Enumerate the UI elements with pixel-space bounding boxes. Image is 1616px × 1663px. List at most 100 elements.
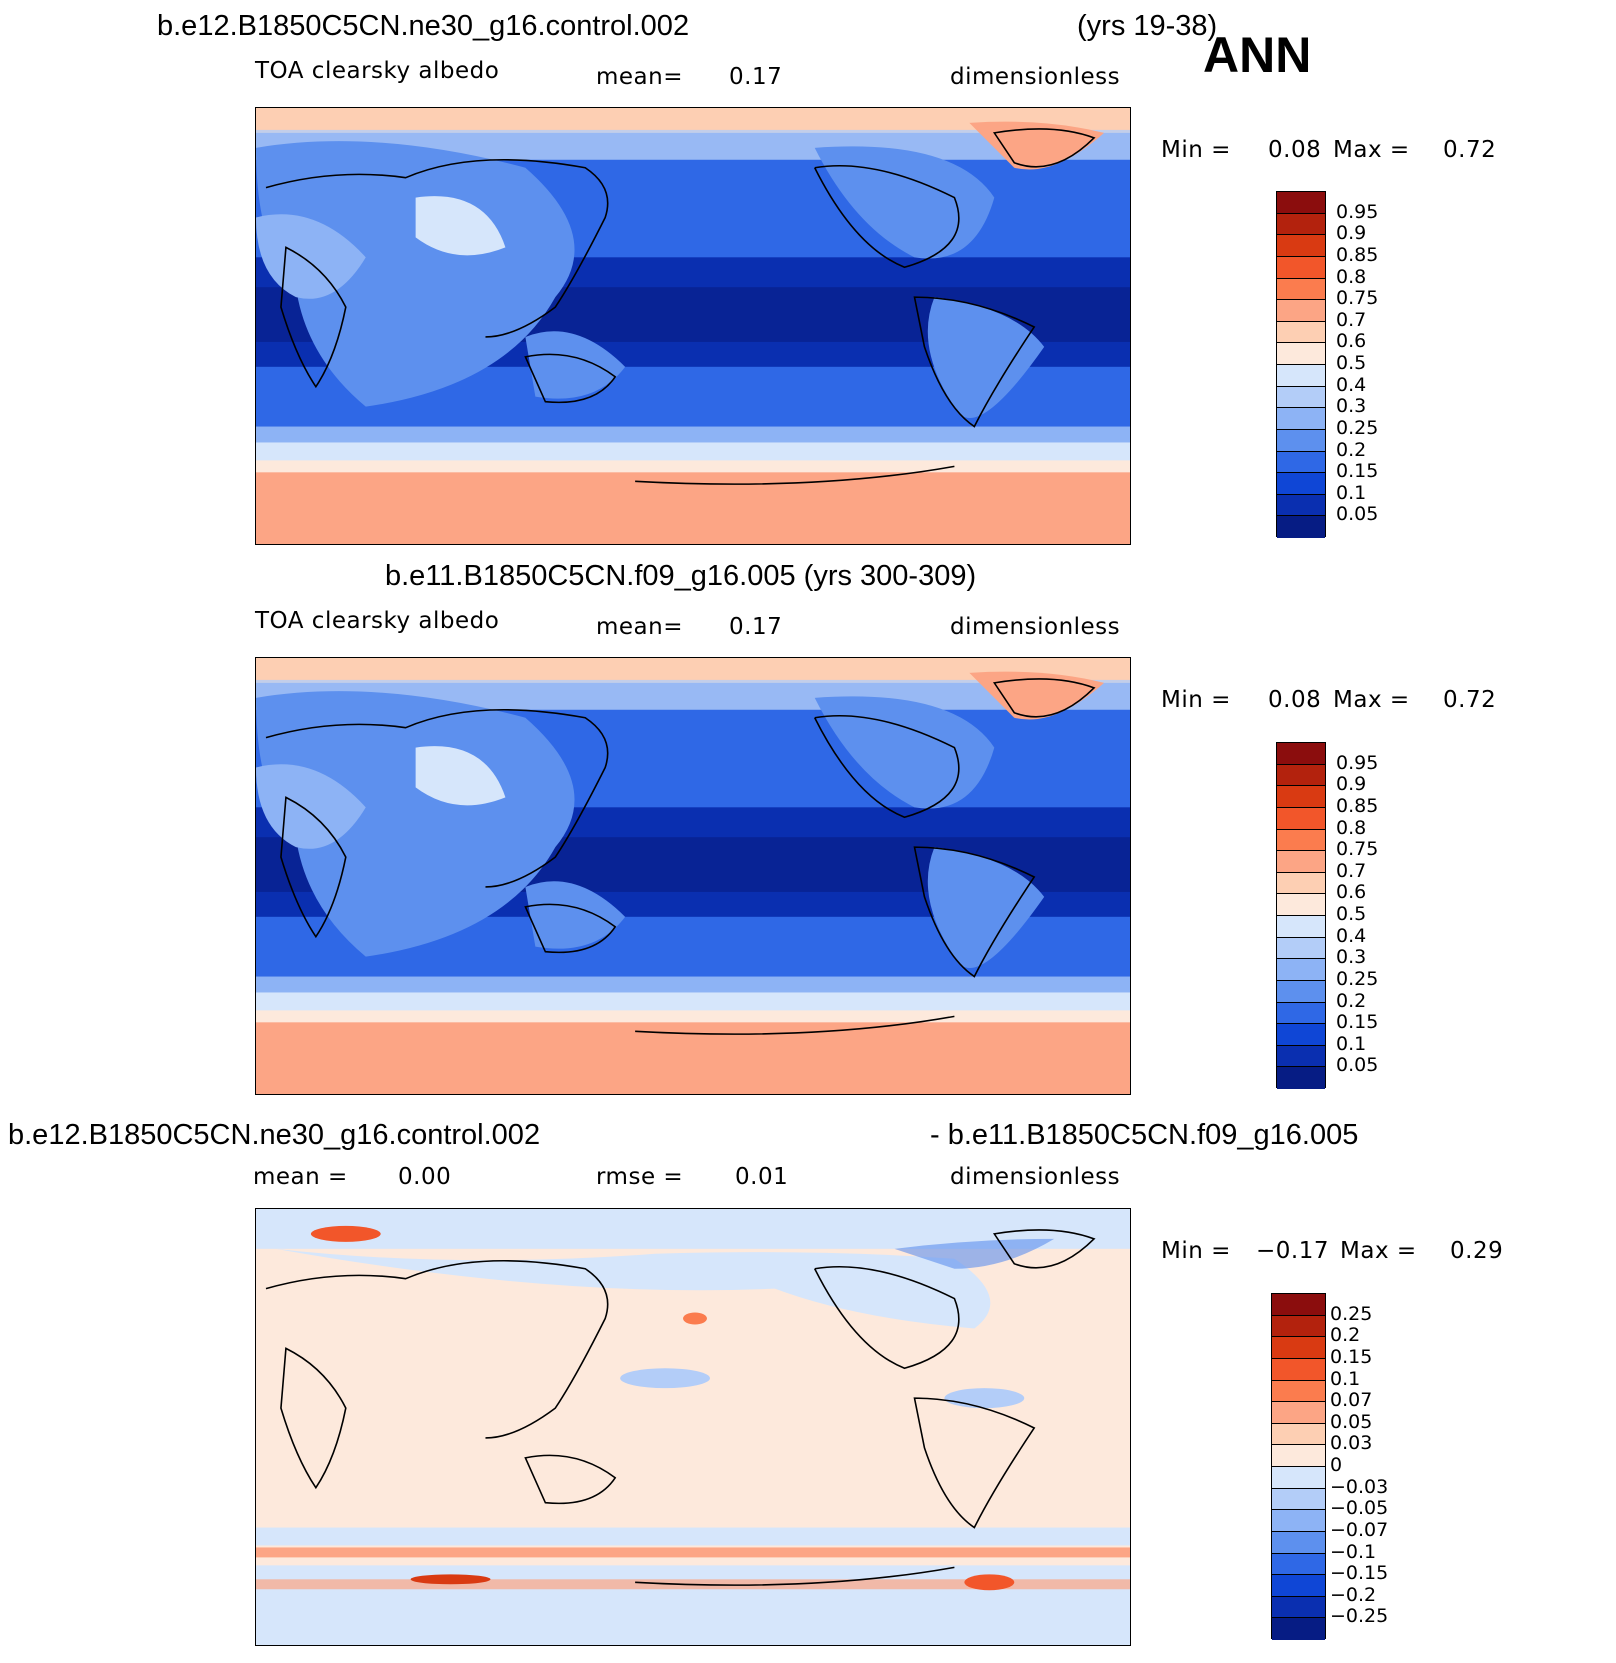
colorbar-tick-label: 0.5	[1336, 352, 1367, 374]
panel2-colorbar	[1276, 742, 1326, 1089]
panel2-min-value: 0.08	[1268, 687, 1322, 713]
panel2-variable: TOA clearsky albedo	[255, 608, 500, 634]
colorbar-tick-label: 0.05	[1336, 503, 1379, 526]
colorbar-tick-label: 0.25	[1330, 1302, 1373, 1325]
panel1-mean-value: 0.17	[729, 64, 783, 90]
panel1-max-label: Max =	[1333, 137, 1410, 163]
colorbar-segment	[1277, 872, 1325, 895]
colorbar-segment	[1277, 807, 1325, 830]
colorbar-tick-label: 0.07	[1330, 1389, 1373, 1412]
colorbar-segment	[1277, 1002, 1325, 1025]
panel2-max-label: Max =	[1333, 687, 1410, 713]
panel2-min-label: Min =	[1161, 687, 1231, 713]
panel3-rmse-label: rmse =	[596, 1164, 684, 1190]
colorbar-tick-label: 0.75	[1336, 838, 1379, 861]
colorbar-tick-label: 0.75	[1336, 287, 1379, 310]
panel2-units: dimensionless	[950, 614, 1121, 640]
colorbar-segment	[1277, 192, 1325, 214]
colorbar-tick-label: −0.03	[1330, 1475, 1389, 1498]
panel1-units: dimensionless	[950, 64, 1121, 90]
colorbar-segment	[1277, 764, 1325, 787]
colorbar-segment	[1272, 1488, 1325, 1511]
panel2-case-title: b.e11.B1850C5CN.f09_g16.005 (yrs 300-309…	[385, 560, 977, 592]
panel1-years: (yrs 19-38)	[1077, 10, 1218, 42]
colorbar-tick-label: 0.05	[1330, 1410, 1373, 1433]
panel3-colorbar-labels: 0.25 0.2 0.15 0.1 0.07 0.05 0.03 0 −0.03 −0.05 −0.…	[1330, 1293, 1420, 1639]
colorbar-segment	[1277, 343, 1325, 365]
colorbar-tick-label: 0.4	[1336, 373, 1367, 396]
colorbar-tick-label: 0.15	[1330, 1345, 1373, 1368]
colorbar-segment	[1277, 959, 1325, 981]
colorbar-tick-label: −0.15	[1330, 1562, 1389, 1585]
colorbar-segment	[1277, 300, 1325, 322]
panel1-min-label: Min =	[1161, 137, 1231, 163]
colorbar-tick-label: 0.5	[1336, 903, 1367, 925]
colorbar-tick-label: −0.25	[1330, 1605, 1389, 1628]
colorbar-segment	[1272, 1294, 1325, 1316]
colorbar-segment	[1277, 473, 1325, 495]
colorbar-tick-label: 0.85	[1336, 794, 1379, 817]
colorbar-tick-label: −0.2	[1330, 1583, 1377, 1606]
colorbar-segment	[1272, 1467, 1325, 1489]
panel3-min-value: −0.17	[1256, 1238, 1329, 1264]
colorbar-tick-label: 0.2	[1330, 1324, 1361, 1347]
colorbar-tick-label: 0.95	[1336, 200, 1379, 223]
colorbar-segment	[1277, 321, 1325, 344]
colorbar-segment	[1277, 851, 1325, 873]
panel2-mean-value: 0.17	[729, 614, 783, 640]
colorbar-tick-label: 0.15	[1336, 460, 1379, 483]
colorbar-segment	[1272, 1315, 1325, 1338]
panel3-max-label: Max =	[1340, 1238, 1417, 1264]
panel3-min-label: Min =	[1161, 1238, 1231, 1264]
colorbar-segment	[1272, 1358, 1325, 1381]
colorbar-tick-label: −0.07	[1330, 1518, 1389, 1541]
colorbar-segment	[1277, 916, 1325, 938]
colorbar-tick-label: −0.1	[1330, 1540, 1377, 1563]
colorbar-segment	[1277, 213, 1325, 236]
colorbar-tick-label: 0.1	[1330, 1367, 1361, 1390]
panel2-colorbar-labels: 0.95 0.9 0.85 0.8 0.75 0.7 0.6 0.5 0.4 0.3 0.25 0.2…	[1336, 742, 1416, 1088]
colorbar-segment	[1272, 1510, 1325, 1532]
colorbar-segment	[1272, 1380, 1325, 1403]
colorbar-tick-label: 0.8	[1336, 816, 1367, 839]
colorbar-tick-label: −0.05	[1330, 1497, 1389, 1520]
colorbar-segment	[1272, 1402, 1325, 1424]
colorbar-segment	[1272, 1423, 1325, 1446]
panel3-colorbar	[1271, 1293, 1326, 1640]
panel1-mean-label: mean=	[596, 64, 683, 90]
colorbar-segment	[1277, 1024, 1325, 1046]
colorbar-segment	[1277, 516, 1325, 538]
colorbar-segment	[1277, 786, 1325, 808]
colorbar-segment	[1277, 494, 1325, 517]
colorbar-tick-label: 0.03	[1330, 1432, 1373, 1455]
colorbar-tick-label: 0.2	[1336, 989, 1367, 1012]
colorbar-segment	[1277, 429, 1325, 452]
colorbar-segment	[1277, 937, 1325, 960]
colorbar-tick-label: 0.25	[1336, 967, 1379, 990]
panel1-max-value: 0.72	[1443, 137, 1497, 163]
colorbar-segment	[1277, 1045, 1325, 1068]
season-label: ANN	[1203, 27, 1312, 83]
panel1-min-value: 0.08	[1268, 137, 1322, 163]
colorbar-tick-label: 0.9	[1336, 773, 1367, 796]
colorbar-segment	[1277, 256, 1325, 279]
panel3-case-title: b.e12.B1850C5CN.ne30_g16.control.002	[8, 1119, 541, 1151]
colorbar-tick-label: 0.3	[1336, 946, 1367, 969]
panel1-colorbar	[1276, 191, 1326, 538]
panel3-units: dimensionless	[950, 1164, 1121, 1190]
colorbar-tick-label: 0.95	[1336, 751, 1379, 774]
panel1-colorbar-labels: 0.95 0.9 0.85 0.8 0.75 0.7 0.6 0.5 0.4 0.3 0.25 0.2…	[1336, 191, 1416, 537]
colorbar-tick-label: 0.7	[1336, 859, 1367, 882]
colorbar-segment	[1272, 1531, 1325, 1554]
panel3-mean-value: 0.00	[398, 1164, 452, 1190]
colorbar-segment	[1277, 408, 1325, 430]
colorbar-segment	[1272, 1337, 1325, 1359]
colorbar-tick-label: 0.3	[1336, 395, 1367, 418]
colorbar-segment	[1277, 235, 1325, 257]
colorbar-tick-label: 0.1	[1336, 481, 1367, 504]
colorbar-tick-label: 0	[1330, 1454, 1343, 1476]
colorbar-tick-label: 0.4	[1336, 924, 1367, 947]
colorbar-tick-label: 0.9	[1336, 222, 1367, 245]
colorbar-tick-label: 0.6	[1336, 881, 1367, 904]
panel1-map	[255, 107, 1131, 545]
